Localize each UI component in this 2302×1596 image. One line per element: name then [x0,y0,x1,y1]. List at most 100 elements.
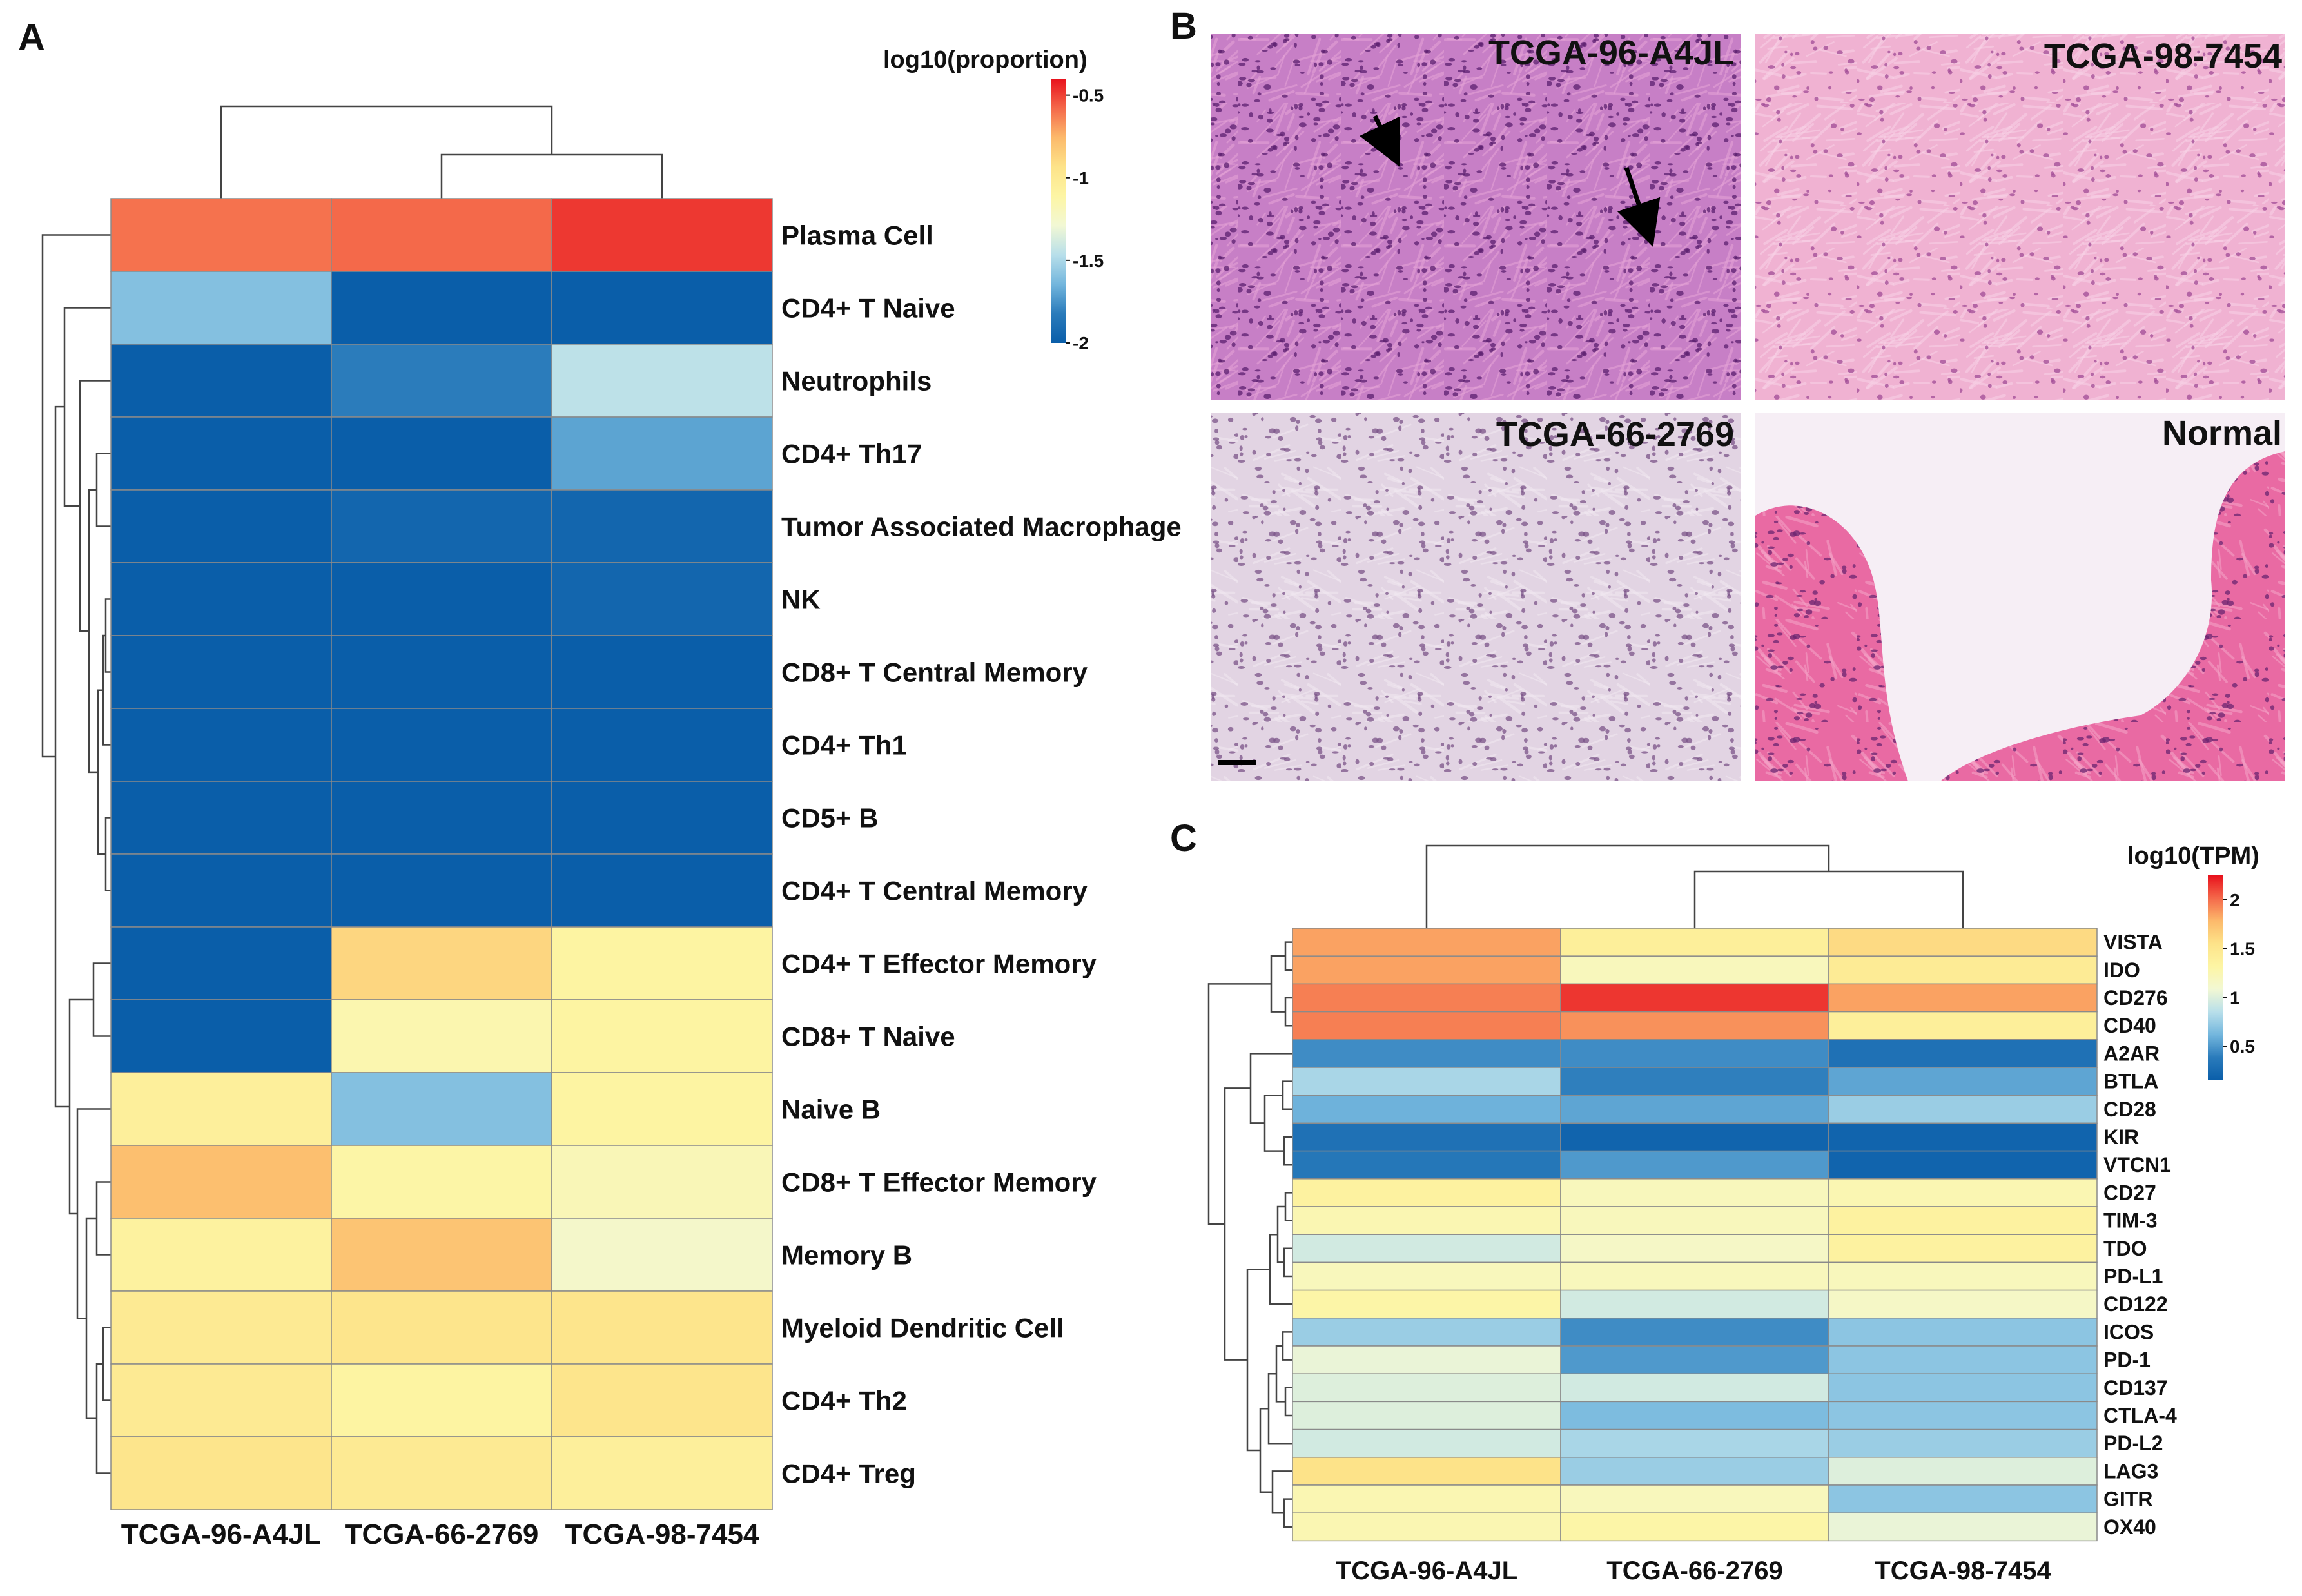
heatmap-cell [1828,1373,2098,1403]
heatmap-cell [551,1072,773,1146]
heatmap-cell [1292,1234,1561,1263]
column-label: TCGA-98-7454 [1875,1557,2051,1585]
heatmap-cell [331,344,552,418]
dendrogram-branch [1283,1136,1292,1166]
dendrogram-branch [102,1327,111,1401]
heatmap-cell [1560,1150,1829,1180]
heatmap-cell [1560,1289,1829,1319]
heatmap-cell [551,781,773,855]
row-label: PD-1 [2103,1348,2151,1372]
heatmap-cell [110,999,332,1073]
color-legend-a: log10(proportion) -0.5 -1 -1.5 -2 [883,46,1104,353]
heatmap-cell [551,1436,773,1510]
row-label: Naive B [781,1095,881,1125]
dendrogram-branch [104,598,111,673]
heatmap-cell [1292,1095,1561,1124]
heatmap-cell [1560,1318,1829,1347]
row-label: CD4+ T Naive [781,293,955,324]
heatmap-cell [1828,1234,2098,1263]
histology-image-1 [1211,34,1741,400]
heatmap-cell [551,1145,773,1219]
row-label: ICOS [2103,1320,2154,1343]
heatmap-cell [1560,1512,1829,1542]
column-dendrogram-a [220,105,663,199]
heatmap-cell [331,926,552,1000]
panel-label-a: A [18,17,45,59]
heatmap-cell [1560,1484,1829,1513]
dendrogram-branch [85,1217,97,1419]
row-label: CD4+ Th2 [781,1386,907,1416]
heatmap-cell [1828,1318,2098,1347]
row-label: NK [781,585,821,615]
heatmap-cell [1828,1095,2098,1124]
histology-label-4: Normal [2162,414,2282,453]
heatmap-cell [1292,1318,1561,1347]
heatmap-cell [331,416,552,491]
heatmap-cell [551,198,773,272]
heatmap-cells-a [110,198,773,1510]
heatmap-cell [110,1290,332,1365]
legend-tick-label: -2 [1073,333,1089,353]
dendrogram-branch [1246,1268,1270,1452]
heatmap-cell [110,1072,332,1146]
row-label: TDO [2103,1237,2147,1260]
heatmap-cell [551,271,773,345]
heatmap-cell [1292,1512,1561,1542]
row-label: CD4+ T Effector Memory [781,949,1097,979]
dendrogram-branch [1284,941,1292,971]
dendrogram-branch [1282,1331,1292,1361]
heatmap-cell [1560,983,1829,1013]
row-label: CD8+ T Naive [781,1022,955,1052]
row-label: CD4+ T Central Memory [781,876,1088,906]
heatmap-cell [1560,1039,1829,1068]
dendrogram-branch [1263,1094,1284,1152]
row-label: Tumor Associated Macrophage [781,512,1182,542]
column-label: TCGA-66-2769 [1606,1557,1782,1585]
heatmap-cell [1292,1122,1561,1152]
dendrogram-branch [1284,997,1292,1027]
heatmap-cell [1292,1067,1561,1096]
dendrogram-branch [1283,1498,1292,1528]
heatmap-cell [1828,1067,2098,1096]
heatmap-cell [110,489,332,563]
heatmap-cell [1828,1345,2098,1374]
dendrogram-branch [92,962,111,1037]
dendrogram-branch [63,307,111,507]
heatmap-cell [331,853,552,928]
heatmap-cell [1292,1345,1561,1374]
heatmap-cell [331,1363,552,1437]
row-label: BTLA [2103,1070,2158,1093]
column-labels-a: TCGA-96-A4JL TCGA-66-2769 TCGA-98-7454 [121,1519,759,1550]
heatmap-cell [1560,1428,1829,1458]
arrow-indicator [1617,166,1661,248]
color-legend-c: log10(TPM) 2 1.5 1 0.5 [2127,842,2259,1080]
dendrogram-branch [1284,1192,1292,1221]
dendrogram-branch [79,380,111,632]
heatmap-cell [551,562,773,636]
legend-tick-label: -1.5 [1073,251,1104,271]
column-labels-c: TCGA-96-A4JL TCGA-66-2769 TCGA-98-7454 [1336,1557,2052,1585]
histology-label-1: TCGA-96-A4JL [1488,34,1734,72]
row-dendrogram-a [41,234,111,1474]
row-label: Neutrophils [781,366,932,396]
dendrogram-branch [1269,1233,1292,1305]
heatmap-cell [331,708,552,782]
heatmap-cell [551,1363,773,1437]
dendrogram-branch [1207,983,1271,1225]
heatmap-cell [331,635,552,709]
heatmap-cell [1292,955,1561,985]
heatmap-cell [110,416,332,491]
row-label: Memory B [781,1240,912,1270]
legend-tick-label: -0.5 [1073,86,1104,106]
column-dendrogram-c [1425,844,1964,928]
heatmap-cell [1828,983,2098,1013]
dendrogram-branch [41,234,111,758]
heatmap-cell [110,708,332,782]
heatmap-cell [1828,955,2098,985]
heatmap-cell [1292,1039,1561,1068]
row-label: TIM-3 [2103,1209,2158,1232]
heatmap-cell [551,999,773,1073]
heatmap-cell [1560,1457,1829,1486]
heatmap-cell [110,1218,332,1292]
heatmap-cell [1292,1457,1561,1486]
